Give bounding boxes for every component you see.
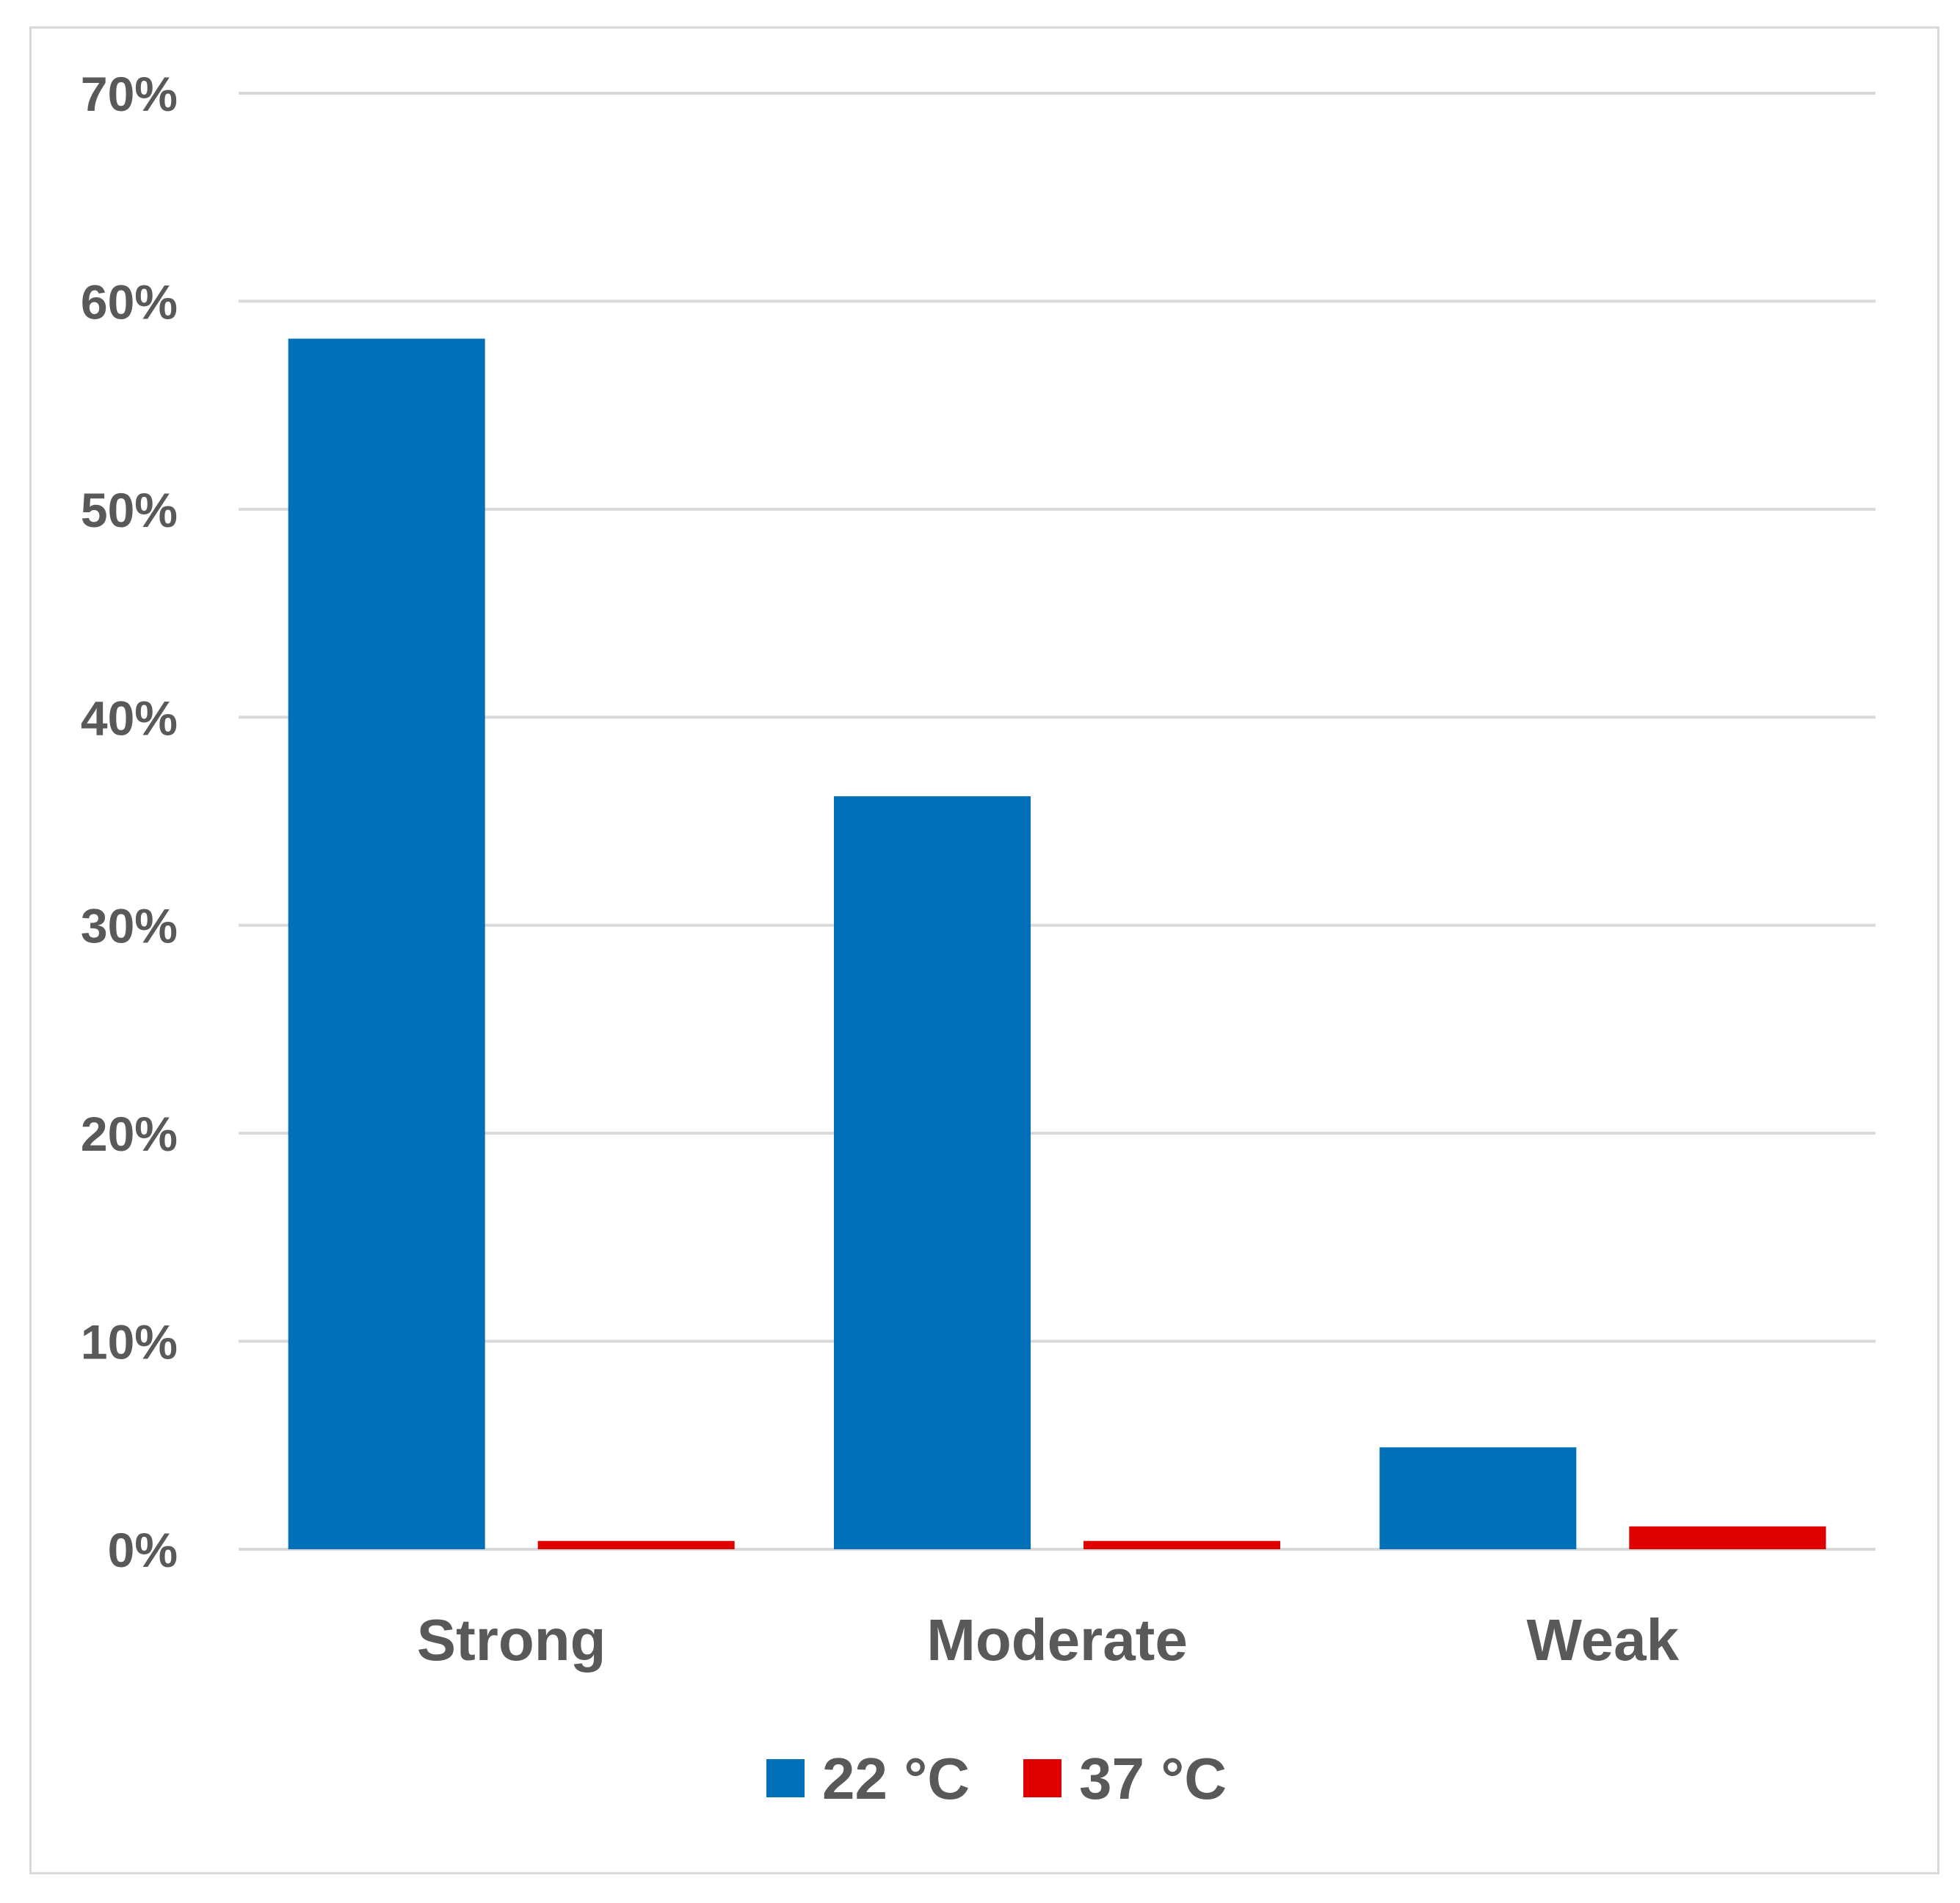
legend-swatch-2 — [1023, 1759, 1061, 1797]
bar-strong-series-1 — [288, 338, 485, 1550]
y-tick-label: 0% — [108, 1523, 178, 1577]
bars — [288, 338, 1826, 1550]
bar-moderate-series-1 — [834, 796, 1031, 1549]
gridlines — [239, 92, 1876, 1551]
y-tick-label: 50% — [81, 483, 178, 537]
y-axis-tick-labels: 0% 10% 20% 30% 40% 50% 60% 70% — [81, 67, 178, 1577]
category-label-strong: Strong — [417, 1607, 606, 1673]
y-tick-label: 70% — [81, 67, 178, 121]
category-label-moderate: Moderate — [926, 1607, 1188, 1673]
legend: 22 °C 37 °C — [766, 1746, 1227, 1811]
legend-label-1: 22 °C — [822, 1746, 970, 1811]
x-axis-category-labels: Strong Moderate Weak — [417, 1607, 1680, 1673]
bar-weak-series-1 — [1379, 1447, 1577, 1549]
bar-strong-series-2 — [537, 1540, 735, 1549]
y-tick-label: 40% — [81, 691, 178, 745]
y-tick-label: 30% — [81, 899, 178, 953]
category-label-weak: Weak — [1527, 1607, 1680, 1673]
y-tick-label: 20% — [81, 1107, 178, 1161]
bar-weak-series-2 — [1629, 1526, 1826, 1549]
legend-label-2: 37 °C — [1079, 1746, 1227, 1811]
bar-moderate-series-2 — [1084, 1540, 1280, 1549]
y-tick-label: 10% — [81, 1315, 178, 1369]
legend-swatch-1 — [766, 1759, 805, 1797]
y-tick-label: 60% — [81, 274, 178, 329]
